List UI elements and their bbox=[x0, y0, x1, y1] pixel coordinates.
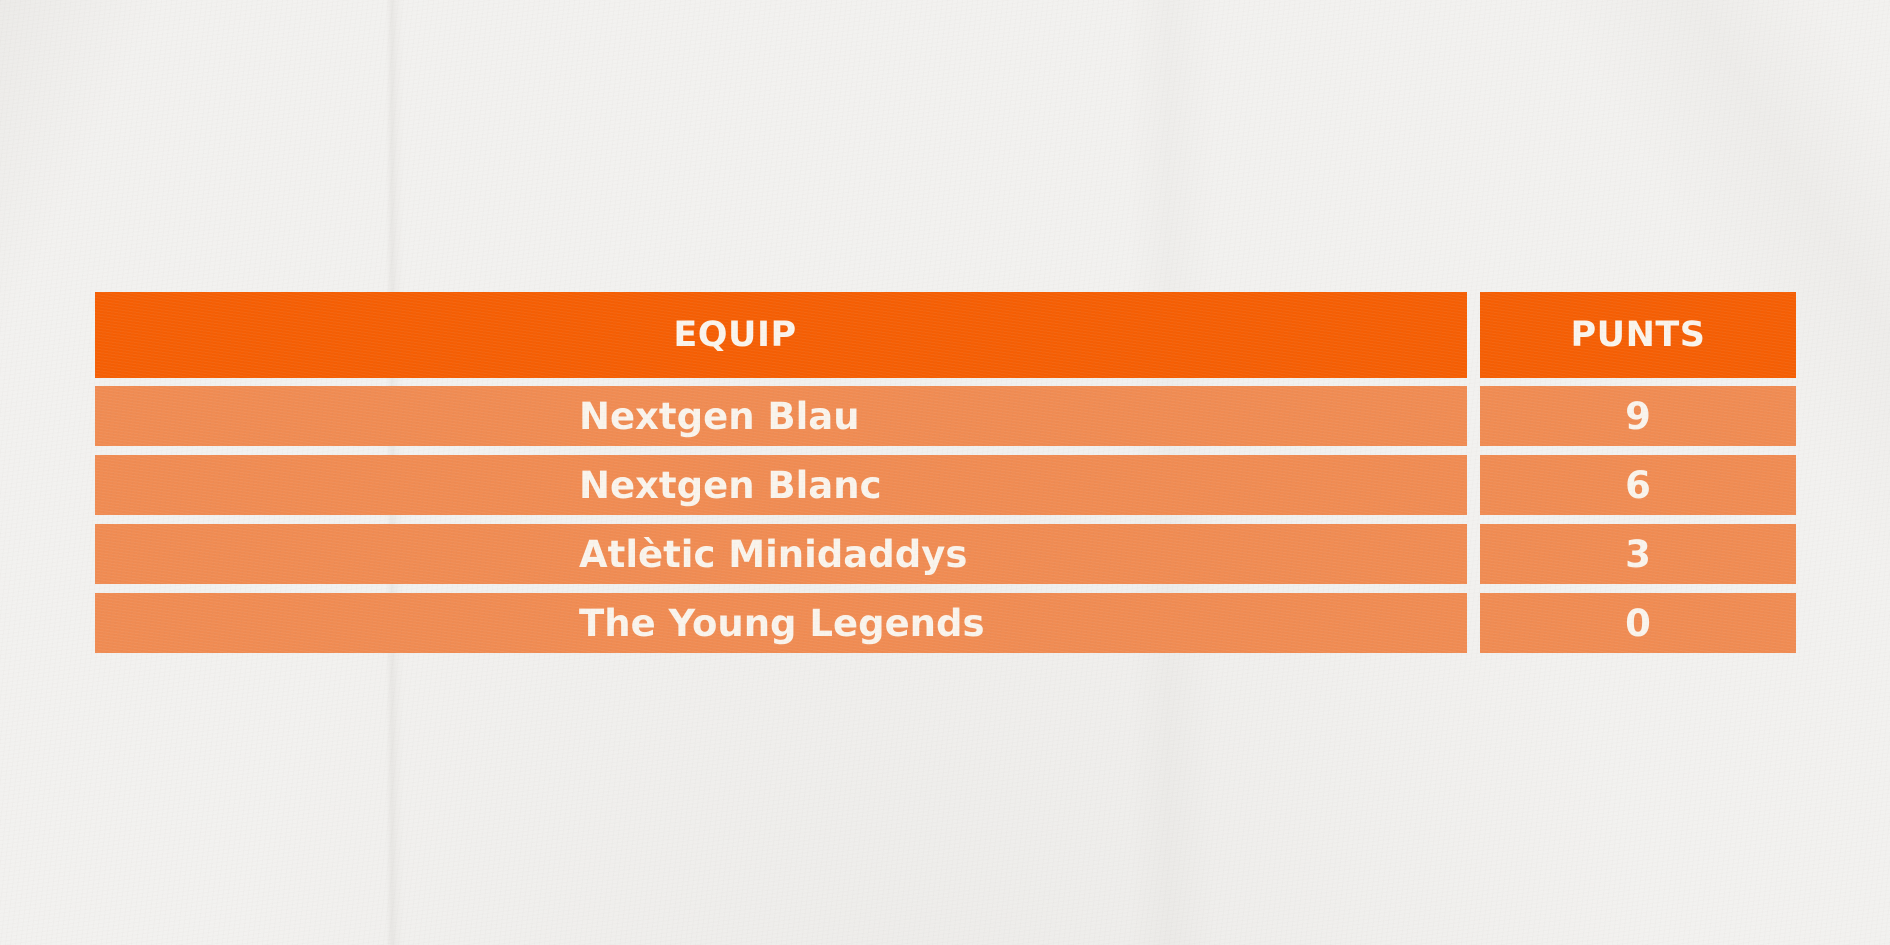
points-cell: 3 bbox=[1480, 524, 1796, 584]
table-row: The Young Legends 0 bbox=[95, 593, 1796, 653]
table-row: Nextgen Blau 9 bbox=[95, 386, 1796, 446]
points-cell: 0 bbox=[1480, 593, 1796, 653]
table-row: Atlètic Minidaddys 3 bbox=[95, 524, 1796, 584]
points-cell: 6 bbox=[1480, 455, 1796, 515]
points-cell: 9 bbox=[1480, 386, 1796, 446]
table-header-row: EQUIP PUNTS bbox=[95, 292, 1796, 378]
team-name-cell: Nextgen Blau bbox=[95, 386, 1467, 446]
table-row: Nextgen Blanc 6 bbox=[95, 455, 1796, 515]
team-name-cell: Atlètic Minidaddys bbox=[95, 524, 1467, 584]
standings-table: EQUIP PUNTS Nextgen Blau 9 Nextgen Blanc… bbox=[95, 292, 1796, 662]
header-cell-punts: PUNTS bbox=[1480, 292, 1796, 378]
header-cell-equip: EQUIP bbox=[95, 292, 1467, 378]
team-name-cell: The Young Legends bbox=[95, 593, 1467, 653]
team-name-cell: Nextgen Blanc bbox=[95, 455, 1467, 515]
